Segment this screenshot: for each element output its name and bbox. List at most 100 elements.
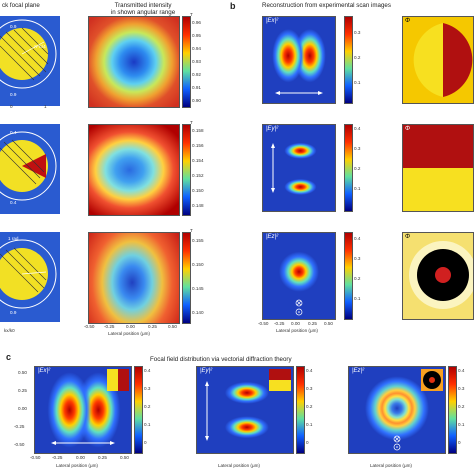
bfp1-pol: π-π/4 <box>34 44 46 49</box>
c-cb1-2: 0.2 <box>144 404 151 409</box>
cb-a3-unit: T <box>190 228 193 233</box>
c-colorbar-2 <box>296 366 305 454</box>
panel-c-title: Focal field distribution via vectorial d… <box>150 356 292 363</box>
x-pol-arrow <box>275 91 323 95</box>
ex-label-1: |Ex|² <box>266 18 279 24</box>
cb-a2-3: 0.152 <box>192 173 204 178</box>
bfp1-top: 0.9 <box>10 24 17 29</box>
y-pol-arrow <box>271 143 275 193</box>
bfp2-top: 0.4 <box>10 130 17 135</box>
c-cb2-2: 0.2 <box>306 404 313 409</box>
cb-a1-1: 0.95 <box>192 33 201 38</box>
a-xtick-0: -0.50 <box>84 324 95 329</box>
c-ytick-4: -0.50 <box>14 442 25 447</box>
c-y-arrow <box>205 369 291 441</box>
a-xtick-2: 0.00 <box>126 324 135 329</box>
colorbar-a2 <box>182 124 191 216</box>
cb-b2-1: 0.3 <box>354 146 361 151</box>
bfp-title: ck focal plane <box>2 2 40 9</box>
phase-map-1 <box>402 16 474 104</box>
bfp1-xtick-1: 1 <box>44 104 47 109</box>
bfp-circle-3 <box>0 232 60 322</box>
bfp-circle-1 <box>0 16 60 106</box>
cb-a1-2: 0.94 <box>192 46 201 51</box>
cb-a2-1: 0.156 <box>192 143 204 148</box>
c-ytick-3: -0.25 <box>14 424 25 429</box>
cb-a1-unit: T <box>190 12 193 17</box>
z-pol-symbol <box>295 299 303 316</box>
ez-map-3 <box>262 232 336 320</box>
bfp3-top: 1 rad <box>8 236 19 241</box>
colorbar-b3 <box>344 232 353 320</box>
c-cb2-1: 0.3 <box>306 386 313 391</box>
c-ez-map <box>348 366 446 454</box>
a-xtick-1: -0.25 <box>104 324 115 329</box>
phase-map-3 <box>402 232 474 320</box>
cb-b1-2: 0.1 <box>354 80 361 85</box>
bfp-row2 <box>0 124 60 214</box>
b-x-label: Lateral position (μm) <box>276 328 318 333</box>
c-xtick-1: -0.25 <box>52 455 63 460</box>
cb-a2-4: 0.150 <box>192 188 204 193</box>
b-xtick-0: -0.50 <box>258 321 269 326</box>
panel-c-letter: c <box>6 352 12 362</box>
phase-disk-3 <box>403 233 473 319</box>
c-x-arrow <box>51 369 129 445</box>
cb-a1-4: 0.92 <box>192 72 201 77</box>
b-xtick-2: 0.00 <box>291 321 300 326</box>
c-ey-label: |Ey|² <box>200 368 213 374</box>
cb-a2-unit: T <box>190 120 193 125</box>
ey-map-2 <box>262 124 336 212</box>
c-xtick-0: -0.50 <box>30 455 41 460</box>
c-x-label-3: Lateral position (μm) <box>370 463 412 468</box>
ez-label-3: |Ez|² <box>266 234 279 240</box>
c-cb3-1: 0.3 <box>458 386 465 391</box>
c-x-label-2: Lateral position (μm) <box>218 463 260 468</box>
a-xtick-4: 0.50 <box>168 324 177 329</box>
c-ey-map <box>196 366 294 454</box>
transmitted-map-1 <box>88 16 180 108</box>
c-ytick-1: 0.25 <box>18 388 27 393</box>
phase-map-2 <box>402 124 474 212</box>
c-cb3-3: 0.1 <box>458 422 465 427</box>
bfp3-bot: 0.9 <box>10 310 17 315</box>
c-cb3-2: 0.2 <box>458 404 465 409</box>
c-cb1-3: 0.1 <box>144 422 151 427</box>
transmitted-map-2 <box>88 124 180 216</box>
c-cb3-4: 0 <box>458 440 461 445</box>
bfp1-bot: 0.9 <box>10 92 17 97</box>
bfp-row1 <box>0 16 60 106</box>
cb-a3-1: 0.150 <box>192 262 204 267</box>
c-cb3-0: 0.4 <box>458 368 465 373</box>
cb-a1-0: 0.96 <box>192 20 201 25</box>
cb-b1-1: 0.2 <box>354 55 361 60</box>
transmitted-title: Transmitted intensity in shown angular r… <box>110 2 176 16</box>
c-ytick-0: 0.50 <box>18 370 27 375</box>
bfp2-bot: 0.4 <box>10 200 17 205</box>
colorbar-b2 <box>344 124 353 212</box>
c-z-symbol <box>393 369 443 451</box>
c-colorbar-1 <box>134 366 143 454</box>
c-xtick-2: 0.00 <box>76 455 85 460</box>
ey-label-2: |Ey|² <box>266 126 279 132</box>
cb-b2-2: 0.2 <box>354 166 361 171</box>
c-xtick-3: 0.25 <box>98 455 107 460</box>
ex-map-1 <box>262 16 336 104</box>
c-ytick-2: 0.00 <box>18 406 27 411</box>
cb-a2-2: 0.154 <box>192 158 204 163</box>
cb-b3-2: 0.2 <box>354 276 361 281</box>
b-xtick-1: -0.25 <box>274 321 285 326</box>
b-xtick-4: 0.50 <box>324 321 333 326</box>
phase-label-3: Φ <box>405 234 411 240</box>
c-cb1-0: 0.4 <box>144 368 151 373</box>
bfp-circle-2 <box>0 124 60 214</box>
cb-a1-3: 0.93 <box>192 59 201 64</box>
transmitted-map-3 <box>88 232 180 324</box>
colorbar-b1 <box>344 16 353 104</box>
cb-a3-2: 0.145 <box>192 286 204 291</box>
b-xtick-3: 0.25 <box>308 321 317 326</box>
c-cb2-4: 0 <box>306 440 309 445</box>
cb-b1-0: 0.3 <box>354 30 361 35</box>
c-cb1-1: 0.3 <box>144 386 151 391</box>
cb-b3-1: 0.3 <box>354 256 361 261</box>
